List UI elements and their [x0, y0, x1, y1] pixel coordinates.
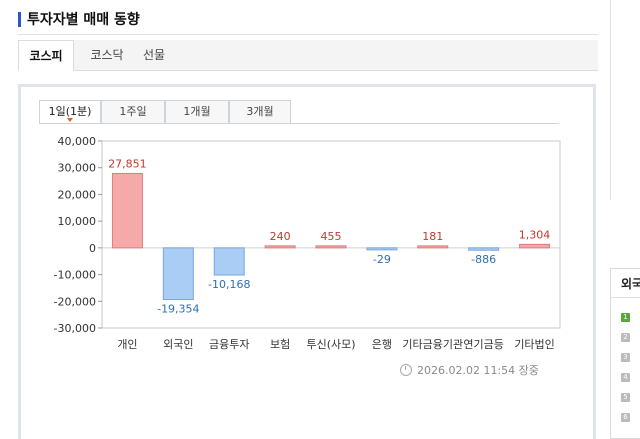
y-tick-label: -30,000 — [54, 322, 96, 335]
x-tick-label: 개인 — [117, 338, 137, 351]
title-divider — [18, 34, 598, 35]
timestamp-text: 2026.02.02 11:54 장중 — [417, 364, 539, 377]
page-title: 투자자별 매매 동향 — [27, 12, 140, 28]
x-tick-label: 보험 — [270, 338, 290, 351]
rank-badge: 2 — [621, 333, 630, 342]
tab-kosdaq[interactable]: 코스닥 — [90, 48, 124, 62]
right-panel-divider — [611, 297, 640, 298]
bar — [111, 172, 143, 249]
right-sidebar-panel: 외국 1 2 3 4 5 6 — [610, 268, 640, 439]
title-accent-bar — [18, 11, 21, 27]
market-tab-bar: 코스피 코스닥 선물 — [18, 40, 598, 71]
x-tick-label: 연기금등 — [463, 338, 503, 351]
period-tab-divider — [39, 123, 559, 124]
bar — [468, 247, 500, 251]
right-panel-title: 외국 — [621, 277, 640, 291]
plot-area-frame — [101, 140, 561, 329]
y-tick-label: 10,000 — [58, 215, 97, 228]
y-tick-label: -20,000 — [54, 295, 96, 308]
data-label: -29 — [373, 253, 391, 266]
data-label: -10,168 — [208, 278, 250, 291]
y-tick-label: 0 — [89, 242, 96, 255]
data-label: -19,354 — [157, 303, 199, 316]
bar — [519, 243, 551, 249]
active-indicator-icon — [67, 118, 73, 122]
bar — [417, 245, 449, 249]
y-tick-label: -10,000 — [54, 269, 96, 282]
tab-futures[interactable]: 선물 — [142, 48, 166, 62]
data-label: -886 — [471, 253, 496, 266]
data-label: 181 — [422, 230, 443, 243]
tab-1month[interactable]: 1개월 — [165, 100, 229, 124]
data-label: 240 — [270, 230, 291, 243]
tab-kospi[interactable]: 코스피 — [18, 40, 74, 71]
rank-badge: 6 — [621, 413, 630, 422]
bar — [264, 245, 296, 249]
y-tick-label: 30,000 — [58, 162, 97, 175]
rank-badge: 1 — [621, 313, 630, 322]
rank-badge: 4 — [621, 373, 630, 382]
y-tick-label: 40,000 — [58, 135, 97, 148]
y-tick-label: 20,000 — [58, 188, 97, 201]
data-label: 1,304 — [519, 228, 551, 241]
x-tick-label: 투신(사모) — [306, 338, 355, 351]
right-sidebar-top — [610, 0, 640, 200]
x-tick-label: 금융투자 — [209, 338, 249, 351]
rank-badge: 3 — [621, 353, 630, 362]
tab-1day-label: 1일(1분) — [48, 105, 92, 118]
data-label: 455 — [321, 230, 342, 243]
tab-1week[interactable]: 1주일 — [101, 100, 165, 124]
section-header: 투자자별 매매 동향 — [18, 8, 140, 30]
x-tick-label: 기타금융기관 — [402, 338, 463, 351]
data-label: 27,851 — [108, 157, 147, 170]
bar — [366, 247, 398, 251]
clock-icon — [400, 364, 412, 376]
rank-badge: 5 — [621, 393, 630, 402]
bar — [213, 247, 245, 276]
bar — [315, 245, 347, 249]
timestamp: 2026.02.02 11:54 장중 — [400, 362, 539, 378]
chart-panel — [18, 84, 596, 439]
x-tick-label: 외국인 — [163, 338, 193, 351]
bar — [162, 247, 194, 301]
x-tick-label: 은행 — [372, 338, 392, 351]
x-tick-label: 기타법인 — [514, 338, 554, 351]
